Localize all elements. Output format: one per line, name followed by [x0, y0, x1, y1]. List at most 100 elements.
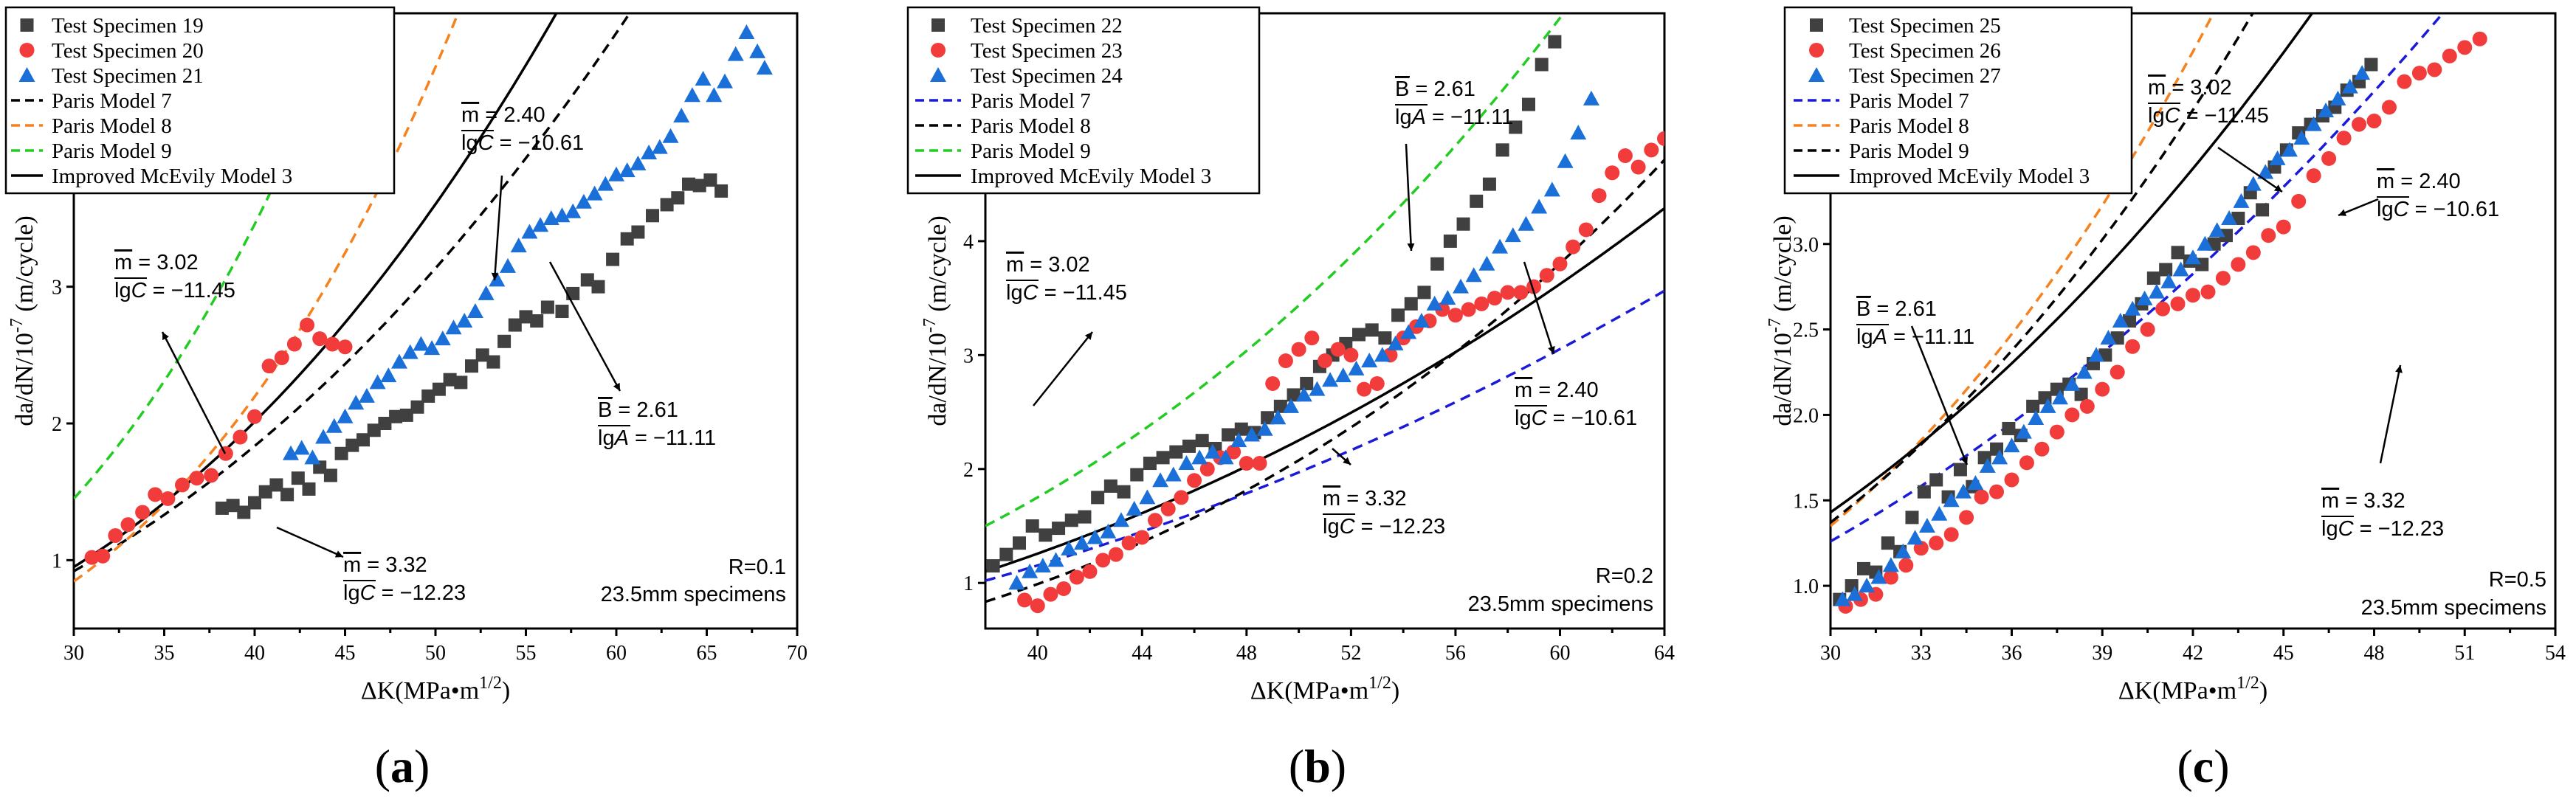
annotation-top: m = 3.02 [2148, 76, 2232, 100]
data-point [269, 478, 283, 492]
annotation-top: m = 3.02 [1006, 253, 1090, 277]
data-point [2427, 62, 2442, 77]
annotation-top: m = 2.40 [2377, 170, 2461, 193]
data-point [413, 336, 430, 351]
annotation-arrow [2379, 364, 2403, 464]
data-point [1022, 563, 1039, 578]
data-point [2411, 66, 2427, 81]
data-point [1139, 489, 1156, 505]
data-point [727, 46, 744, 61]
data-point [2159, 263, 2173, 277]
model-annotation: m = 3.02 lgC = −11.45 [114, 249, 235, 454]
data-point [1500, 285, 1515, 300]
legend-label: Paris Model 9 [52, 139, 172, 163]
data-point [1178, 455, 1195, 471]
x-axis-title: ΔK(MPa•m1/2) [361, 674, 510, 705]
plot-frame [984, 12, 1666, 630]
data-point [1013, 536, 1026, 550]
data-point [1252, 456, 1267, 471]
x-tick-label: 35 [154, 642, 175, 665]
data-point [532, 217, 549, 232]
data-point [673, 108, 690, 122]
data-point [2172, 261, 2189, 277]
data-point [2155, 301, 2171, 316]
annotation-bottom: lgA = −11.11 [598, 426, 716, 450]
data-point [1870, 569, 1887, 584]
data-point [1069, 570, 1084, 585]
data-point [1239, 456, 1254, 471]
data-point [2231, 257, 2246, 272]
legend-marker [1808, 67, 1825, 82]
ratio-label: R=0.5 [2489, 568, 2546, 592]
model-annotation: m = 3.32 lgC = −12.23 [2321, 364, 2444, 541]
data-point [2305, 116, 2322, 131]
data-point [399, 408, 413, 422]
data-point [337, 408, 354, 423]
data-point [1008, 575, 1025, 590]
y-tick-label: 1.0 [1793, 575, 1819, 598]
model-annotation: B = 2.61 lgA = −11.11 [1395, 76, 1513, 252]
data-point [1955, 483, 1972, 499]
data-point [1278, 353, 1293, 369]
model-annotation: m = 3.02 lgC = −11.45 [1006, 252, 1127, 406]
data-point [1348, 360, 1365, 375]
data-point [283, 445, 299, 460]
series-line-paris-model-7 [1831, 13, 2445, 543]
legend-marker [1810, 18, 1823, 32]
data-point [1017, 592, 1033, 608]
x-tick-label: 45 [2273, 642, 2294, 665]
data-point [378, 417, 392, 430]
model-annotation: m = 3.02 lgC = −11.45 [2148, 75, 2283, 193]
data-point [204, 468, 219, 483]
y-tick-label: 2 [52, 413, 62, 436]
data-point [1929, 536, 1944, 551]
data-point [1495, 143, 1509, 157]
data-point [641, 145, 658, 160]
data-point [1426, 295, 1443, 311]
data-point [1539, 268, 1554, 283]
legend-label: Paris Model 8 [971, 114, 1091, 138]
data-point [1191, 449, 1208, 465]
data-point [345, 438, 359, 452]
data-point [1234, 422, 1248, 436]
data-point [2015, 423, 2032, 439]
y-axis-title: da/dN/10-7 (m/cycle) [920, 215, 951, 426]
data-point [2026, 399, 2040, 413]
data-point [1365, 323, 1379, 337]
data-point [1374, 347, 1391, 362]
annotation-arrow [276, 526, 344, 558]
annotation-bottom: lgC = −10.61 [461, 131, 584, 155]
data-point [1989, 484, 2005, 499]
data-point [326, 418, 342, 433]
data-point [489, 271, 506, 287]
data-point [2079, 398, 2095, 414]
legend-label: Improved McEvily Model 3 [1849, 165, 2090, 188]
data-point [692, 179, 706, 193]
data-point [1443, 234, 1457, 248]
data-point [1404, 297, 1418, 311]
x-tick-label: 45 [335, 642, 356, 665]
annotation-bottom: lgC = −11.45 [114, 279, 235, 302]
data-point [233, 429, 248, 445]
x-tick-label: 65 [697, 642, 717, 665]
data-point [218, 446, 233, 461]
data-point [1195, 434, 1209, 448]
data-point [1447, 308, 1463, 323]
x-tick-label: 70 [787, 642, 807, 665]
data-point [2219, 229, 2234, 243]
data-point [421, 389, 435, 403]
data-point [1591, 188, 1607, 204]
data-point [1557, 153, 1574, 168]
data-point [1917, 485, 1931, 499]
data-point [1859, 578, 1876, 593]
ratio-label: R=0.2 [1596, 564, 1653, 588]
data-point [2148, 283, 2165, 299]
data-point [2110, 364, 2125, 380]
data-point [300, 317, 315, 333]
annotation-bottom: lgC = −10.61 [1515, 406, 1637, 430]
data-point [2457, 40, 2473, 55]
data-point [646, 209, 659, 223]
data-point [1578, 222, 1594, 238]
